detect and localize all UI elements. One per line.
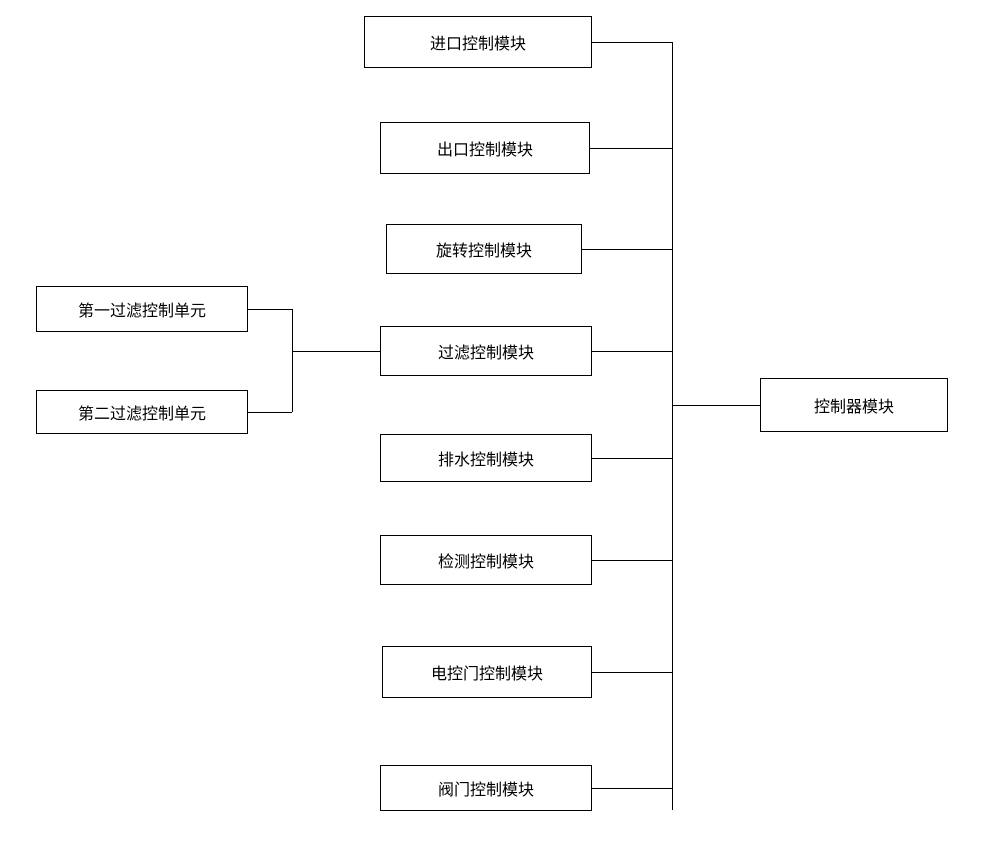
- detect-module-label: 检测控制模块: [438, 548, 534, 572]
- filter-unit-2-stub-hline: [248, 412, 292, 413]
- valve-module-box: 阀门控制模块: [380, 765, 592, 811]
- edoor-stub-hline: [592, 672, 672, 673]
- filter-sub-to-filter-hline: [292, 351, 380, 352]
- filter-stub-hline: [592, 351, 672, 352]
- filter-unit-1-box: 第一过滤控制单元: [36, 286, 248, 332]
- filter-unit-1-stub-hline: [248, 309, 292, 310]
- filter-unit-1-label: 第一过滤控制单元: [78, 297, 206, 321]
- valve-stub-hline: [592, 788, 672, 789]
- detect-stub-hline: [592, 560, 672, 561]
- filter-module-label: 过滤控制模块: [438, 339, 534, 363]
- rotate-module-label: 旋转控制模块: [436, 237, 532, 261]
- controller-module-label: 控制器模块: [814, 393, 894, 417]
- valve-module-label: 阀门控制模块: [438, 776, 534, 800]
- drain-module-box: 排水控制模块: [380, 434, 592, 482]
- detect-module-box: 检测控制模块: [380, 535, 592, 585]
- controller-module-box: 控制器模块: [760, 378, 948, 432]
- outlet-stub-hline: [590, 148, 672, 149]
- bus-to-controller-hline: [672, 405, 760, 406]
- edoor-module-label: 电控门控制模块: [431, 660, 543, 684]
- drain-stub-hline: [592, 458, 672, 459]
- drain-module-label: 排水控制模块: [438, 446, 534, 470]
- rotate-module-box: 旋转控制模块: [386, 224, 582, 274]
- inlet-module-box: 进口控制模块: [364, 16, 592, 68]
- rotate-stub-hline: [582, 249, 672, 250]
- filter-unit-2-label: 第二过滤控制单元: [78, 400, 206, 424]
- main-bus-vline: [672, 42, 673, 810]
- outlet-module-box: 出口控制模块: [380, 122, 590, 174]
- filter-module-box: 过滤控制模块: [380, 326, 592, 376]
- filter-unit-2-box: 第二过滤控制单元: [36, 390, 248, 434]
- edoor-module-box: 电控门控制模块: [382, 646, 592, 698]
- outlet-module-label: 出口控制模块: [437, 136, 533, 160]
- inlet-stub-hline: [592, 42, 672, 43]
- inlet-module-label: 进口控制模块: [430, 30, 526, 54]
- filter-sub-bus-vline: [292, 309, 293, 412]
